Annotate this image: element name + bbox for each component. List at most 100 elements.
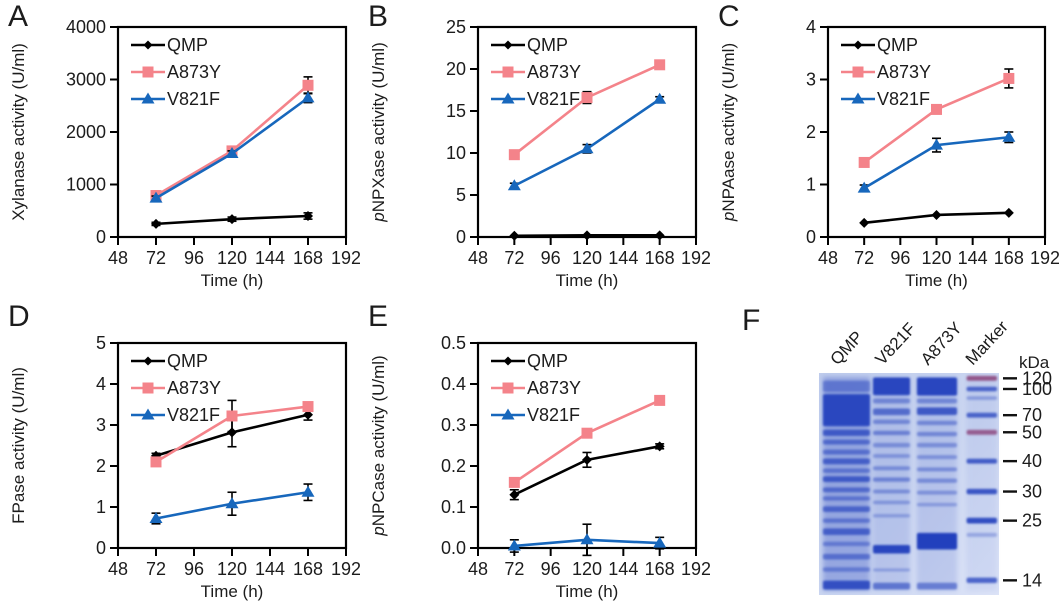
x-axis-title: Time (h)	[201, 582, 264, 601]
square-marker	[852, 66, 864, 78]
kda-value-100: 100	[1022, 379, 1052, 399]
y-axis: 0 5 10 15 20 25	[446, 17, 477, 247]
x-tick-label: 144	[255, 559, 285, 579]
y-tick-label: 4	[96, 374, 106, 394]
series-QMP	[151, 211, 313, 229]
x-tick-label: 192	[1030, 248, 1059, 268]
square-marker	[581, 427, 593, 439]
square-marker	[142, 382, 154, 394]
legend-label-QMP: QMP	[167, 351, 208, 371]
protein-band	[966, 488, 998, 495]
y-tick-label: 0	[96, 227, 106, 247]
series-QMP	[509, 441, 665, 501]
y-tick-label: 1000	[66, 175, 106, 195]
x-tick-label: 168	[645, 248, 675, 268]
gel-lane-V821F	[873, 377, 911, 591]
kda-value-25: 25	[1022, 511, 1042, 531]
protein-band	[966, 577, 998, 584]
panel-letter-A: A	[8, 0, 29, 33]
legend-label-QMP: QMP	[877, 35, 918, 55]
legend-label-V821F: V821F	[527, 89, 580, 109]
panel-E: 48 72 96 120 144 168 192 Time (h) 0.0 0.1 0.2 0.3 0.…	[360, 300, 710, 612]
panel-letter-B: B	[368, 0, 389, 33]
protein-band	[873, 500, 911, 505]
legend-label-V821F: V821F	[167, 405, 220, 425]
x-tick-label: 144	[608, 248, 638, 268]
diamond-marker	[654, 230, 665, 241]
x-tick-label: 192	[331, 248, 360, 268]
diamond-marker	[303, 409, 313, 420]
square-marker	[226, 410, 238, 422]
gel-lane-label-A873Y: A873Y	[917, 318, 966, 368]
y-axis: 0.0 0.1 0.2 0.3 0.4 0.5	[441, 333, 477, 558]
protein-band	[822, 541, 870, 547]
triangle-marker	[225, 497, 239, 509]
legend-label-A873Y: A873Y	[527, 378, 581, 398]
gel-lane-Marker	[966, 375, 998, 591]
y-tick-label: 2000	[66, 122, 106, 142]
protein-band	[966, 532, 998, 537]
diamond-marker	[582, 230, 592, 241]
diamond-marker	[1003, 207, 1014, 218]
x-tick-label: 96	[184, 248, 204, 268]
gel-lane-label-QMP: QMP	[826, 327, 866, 368]
y-tick-label: 3	[806, 70, 816, 90]
protein-band	[916, 431, 958, 437]
triangle-marker	[653, 536, 667, 548]
square-marker	[302, 79, 314, 91]
protein-band	[822, 394, 870, 427]
triangle-marker	[580, 142, 594, 154]
series-A873Y	[858, 68, 1015, 168]
x-tick-label: 72	[146, 559, 166, 579]
triangle-marker	[1002, 130, 1016, 142]
x-tick-label: 168	[994, 248, 1024, 268]
square-marker	[1003, 72, 1015, 84]
protein-band	[916, 532, 958, 550]
diamond-marker	[509, 489, 520, 500]
square-marker	[508, 476, 520, 488]
triangle-marker	[141, 408, 155, 420]
protein-band	[916, 467, 958, 472]
panel-letter-E: E	[368, 300, 389, 333]
protein-band	[966, 458, 998, 464]
protein-band	[822, 439, 870, 445]
series-QMP	[509, 230, 665, 241]
panel-F: QMP V821F A873Y Marker kDa 120 100 70 50 40 30 25 14…	[710, 300, 1059, 612]
x-axis: 48 72 96 120 144 168 192	[818, 238, 1059, 268]
triangle-marker	[225, 147, 239, 159]
y-tick-label: 0.0	[441, 538, 466, 558]
series-V821F	[507, 92, 667, 191]
pnpaase-activity-chart: 48 72 96 120 144 168 192 Time (h) 0 1 2 3 4 pNPAase a…	[719, 17, 1059, 290]
square-marker	[142, 66, 154, 78]
y-tick-label: 0.1	[441, 497, 466, 517]
kda-value-30: 30	[1022, 482, 1042, 502]
x-axis-title: Time (h)	[905, 271, 968, 290]
panel-letter-C: C	[718, 0, 740, 33]
protein-band	[822, 553, 870, 560]
x-axis-title: Time (h)	[556, 271, 619, 290]
diamond-marker	[503, 40, 513, 50]
diamond-marker	[853, 40, 863, 50]
protein-band	[966, 429, 998, 435]
y-axis-title: FPase activity (U/ml)	[9, 367, 28, 524]
legend-label-QMP: QMP	[167, 35, 208, 55]
x-tick-label: 72	[854, 248, 874, 268]
y-axis: 0 1 2 3 4	[806, 17, 827, 247]
y-tick-label: 5	[456, 185, 466, 205]
protein-band	[966, 396, 998, 400]
triangle-marker	[653, 92, 667, 104]
panel-letter-F: F	[742, 304, 761, 337]
y-tick-label: 20	[446, 59, 466, 79]
fpase-activity-chart: 48 72 96 120 144 168 192 Time (h) 0 1 2 3 4 5 FPase ac…	[9, 333, 360, 601]
legend-label-A873Y: A873Y	[527, 62, 581, 82]
lane-smear	[966, 377, 998, 591]
x-tick-label: 72	[146, 248, 166, 268]
diamond-marker	[151, 218, 161, 229]
kda-unit-label: kDa	[1019, 353, 1050, 372]
protein-band	[873, 398, 911, 404]
square-marker	[858, 156, 870, 168]
series-V821F	[149, 91, 315, 203]
triangle-marker	[301, 485, 315, 497]
series-V821F	[149, 483, 315, 525]
